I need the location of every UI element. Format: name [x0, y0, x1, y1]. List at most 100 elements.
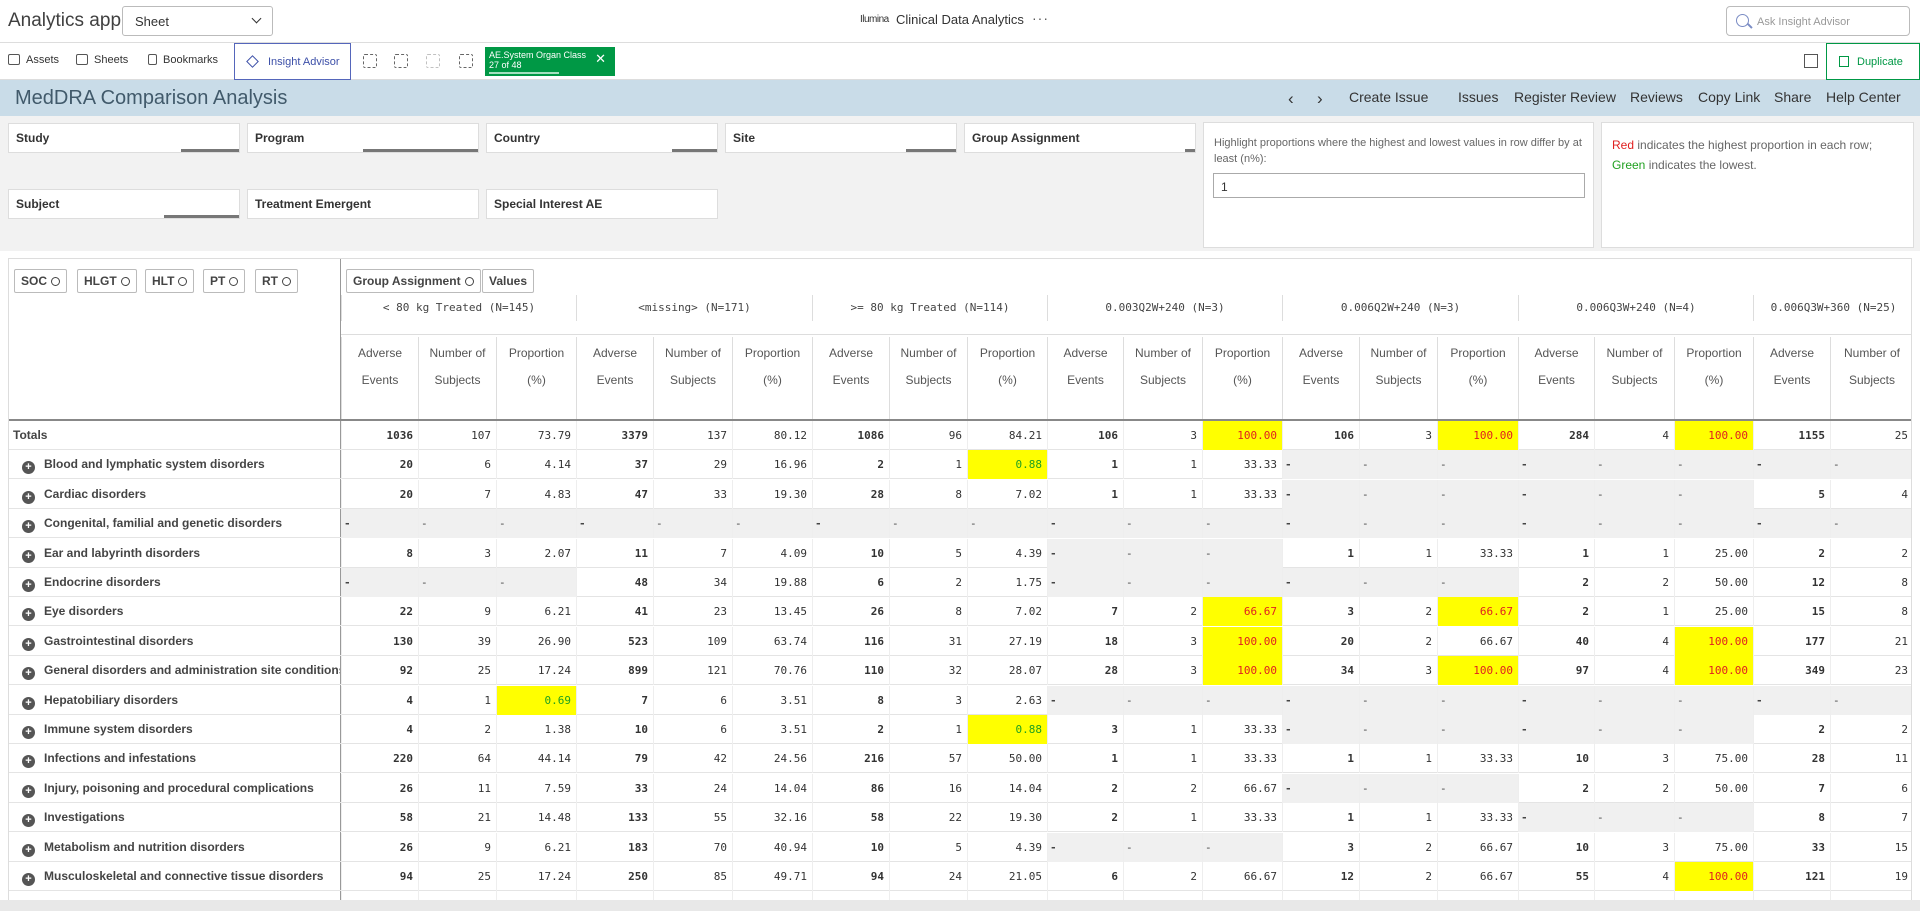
table-cell: -	[1282, 479, 1359, 509]
table-cell: 37	[576, 450, 653, 480]
table-cell: 8	[889, 597, 967, 627]
table-cell: 1	[889, 450, 967, 480]
share-link[interactable]: Share	[1774, 89, 1812, 105]
filter-country[interactable]: Country	[486, 123, 718, 153]
table-cell: 3	[1359, 421, 1437, 450]
expand-icon[interactable]: +	[22, 726, 35, 739]
ask-insight-input[interactable]: Ask Insight Advisor	[1726, 6, 1910, 36]
smart-search-icon[interactable]	[363, 54, 377, 68]
close-icon[interactable]: ✕	[595, 51, 606, 66]
expand-icon[interactable]: +	[22, 696, 35, 710]
row-label[interactable]: + General disorders and administration si…	[9, 656, 340, 685]
measure-header-line: Number of	[1370, 346, 1427, 360]
table-cell: 94	[341, 862, 418, 891]
table-cell: -	[1123, 685, 1202, 715]
create-issue-link[interactable]: Create Issue	[1349, 89, 1429, 105]
expand-icon[interactable]: +	[22, 755, 35, 769]
expand-icon[interactable]: +	[22, 608, 35, 622]
dim-rt-button[interactable]: RT	[255, 269, 298, 293]
reviews-link[interactable]: Reviews	[1630, 89, 1683, 105]
chip-progress	[489, 72, 559, 74]
filter-site[interactable]: Site	[725, 123, 957, 153]
copy-link-link[interactable]: Copy Link	[1698, 89, 1761, 105]
duplicate-button[interactable]: Duplicate	[1826, 43, 1920, 80]
insight-advisor-button[interactable]: Insight Advisor	[234, 43, 351, 80]
dim-pt-button[interactable]: PT	[203, 269, 246, 293]
dim-hlgt-button[interactable]: HLGT	[77, 269, 137, 293]
expand-icon[interactable]: +	[22, 579, 35, 592]
table-cell: -	[576, 509, 653, 539]
highlight-threshold-input[interactable]: 1	[1213, 173, 1585, 198]
filter-program[interactable]: Program	[247, 123, 479, 153]
table-cell: 2	[1047, 773, 1123, 803]
chevron-right-icon[interactable]: ›	[1317, 89, 1323, 108]
assets-button[interactable]: Assets	[8, 54, 59, 66]
select-forward-icon[interactable]	[426, 54, 440, 68]
row-label[interactable]: + Musculoskeletal and connective tissue d…	[9, 862, 340, 891]
filter-group-assignment[interactable]: Group Assignment	[964, 123, 1196, 153]
help-center-link[interactable]: Help Center	[1826, 89, 1901, 105]
row-label[interactable]: + Metabolism and nutrition disorders	[9, 833, 340, 862]
row-label[interactable]: + Cardiac disorders	[9, 480, 340, 509]
table-cell: 16	[889, 773, 967, 803]
expand-icon[interactable]: +	[22, 814, 35, 828]
filter-special-interest-ae[interactable]: Special Interest AE	[486, 189, 718, 219]
row-label[interactable]: + Eye disorders	[9, 597, 340, 626]
highlight-threshold-panel: Highlight proportions where the highest …	[1203, 122, 1594, 248]
more-options-button[interactable]: ···	[1032, 10, 1049, 26]
register-review-link[interactable]: Register Review	[1514, 89, 1616, 105]
sheet-select[interactable]: Sheet	[122, 6, 273, 36]
table-cell: 250	[576, 862, 653, 891]
values-button[interactable]: Values	[482, 269, 535, 293]
expand-icon[interactable]: +	[22, 784, 35, 798]
table-cell: 523	[576, 626, 653, 656]
table-cell: 100.00	[1674, 862, 1753, 891]
row-label[interactable]: + Hepatobiliary disorders	[9, 686, 340, 715]
expand-icon[interactable]: +	[22, 461, 35, 475]
filter-study[interactable]: Study	[8, 123, 240, 153]
expand-icon[interactable]: +	[22, 843, 35, 857]
filter-treatment-emergent[interactable]: Treatment Emergent	[247, 189, 479, 219]
table-cell: 50.00	[1674, 773, 1753, 803]
row-label[interactable]: + Infections and infestations	[9, 744, 340, 773]
expand-icon[interactable]: +	[22, 490, 35, 504]
filter-subject[interactable]: Subject	[8, 189, 240, 219]
chevron-left-icon[interactable]: ‹	[1288, 89, 1294, 108]
expand-icon[interactable]: +	[22, 549, 35, 563]
select-back-icon[interactable]	[394, 54, 408, 68]
table-cell: 3	[418, 538, 496, 568]
table-cell: 0.88	[967, 450, 1047, 480]
row-label[interactable]: + Investigations	[9, 803, 340, 832]
row-label[interactable]: + Gastrointestinal disorders	[9, 627, 340, 656]
dim-soc-button[interactable]: SOC	[14, 269, 68, 293]
table-cell: -	[653, 509, 732, 539]
dim-hlt-button[interactable]: HLT	[145, 269, 195, 293]
row-label[interactable]: + Blood and lymphatic system disorders	[9, 450, 340, 479]
row-label[interactable]: + Congenital, familial and genetic disord…	[9, 509, 340, 538]
sheets-button[interactable]: Sheets	[76, 54, 128, 66]
group-assignment-button[interactable]: Group Assignment	[346, 269, 481, 293]
row-label[interactable]: + Injury, poisoning and procedural compli…	[9, 774, 340, 803]
issues-link[interactable]: Issues	[1458, 89, 1499, 105]
row-label[interactable]: + Ear and labyrinth disorders	[9, 539, 340, 568]
table-cell: 1	[1123, 450, 1202, 480]
row-label[interactable]: + Endocrine disorders	[9, 568, 340, 597]
bookmarks-button[interactable]: Bookmarks	[148, 54, 218, 66]
table-cell: 14.04	[967, 773, 1047, 803]
expand-icon[interactable]: +	[22, 667, 35, 681]
table-cell: 2	[1753, 538, 1830, 568]
expand-icon[interactable]: +	[22, 520, 35, 534]
measure-header-line: Number of	[900, 346, 957, 360]
selection-chip[interactable]: AE.System Organ Class 27 of 48 ✕	[485, 47, 615, 76]
clear-selections-icon[interactable]	[459, 54, 473, 68]
row-label[interactable]: + Immune system disorders	[9, 715, 340, 744]
horizontal-scrollbar[interactable]	[0, 900, 1920, 911]
bookmarks-label: Bookmarks	[163, 54, 219, 66]
grid-icon[interactable]	[1804, 54, 1818, 68]
table-cell: 2	[1359, 862, 1437, 891]
table-cell: 1	[1123, 744, 1202, 774]
table-cell: 3	[1123, 421, 1202, 450]
expand-icon[interactable]: +	[22, 637, 35, 651]
expand-icon[interactable]: +	[22, 873, 35, 886]
row-label-text: General disorders and administration sit…	[44, 663, 340, 678]
